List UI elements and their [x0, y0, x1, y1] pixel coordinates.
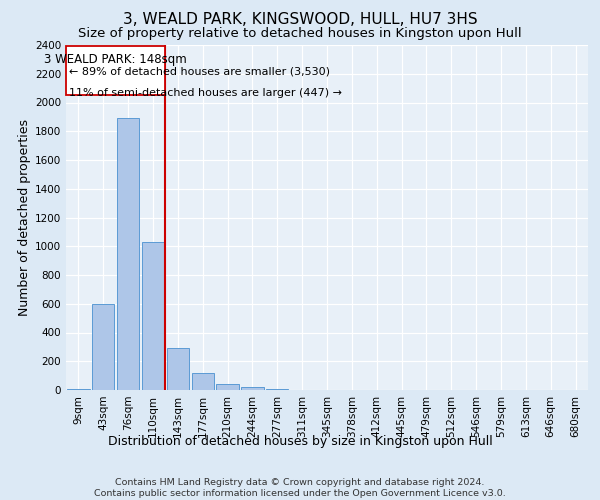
Bar — [191, 374, 214, 390]
Y-axis label: Number of detached properties: Number of detached properties — [18, 119, 31, 316]
Text: 3, WEALD PARK, KINGSWOOD, HULL, HU7 3HS: 3, WEALD PARK, KINGSWOOD, HULL, HU7 3HS — [122, 12, 478, 28]
Bar — [167, 348, 189, 390]
Bar — [217, 384, 239, 390]
Bar — [92, 304, 115, 390]
Text: ← 89% of detached houses are smaller (3,530): ← 89% of detached houses are smaller (3,… — [69, 66, 330, 76]
Bar — [67, 388, 89, 390]
Text: Size of property relative to detached houses in Kingston upon Hull: Size of property relative to detached ho… — [78, 28, 522, 40]
FancyBboxPatch shape — [66, 46, 166, 94]
Bar — [266, 388, 289, 390]
Bar — [241, 387, 263, 390]
Bar — [117, 118, 139, 390]
Text: 11% of semi-detached houses are larger (447) →: 11% of semi-detached houses are larger (… — [69, 88, 342, 98]
Text: Contains HM Land Registry data © Crown copyright and database right 2024.
Contai: Contains HM Land Registry data © Crown c… — [94, 478, 506, 498]
Bar — [142, 242, 164, 390]
Text: 3 WEALD PARK: 148sqm: 3 WEALD PARK: 148sqm — [44, 53, 187, 66]
Text: Distribution of detached houses by size in Kingston upon Hull: Distribution of detached houses by size … — [107, 435, 493, 448]
